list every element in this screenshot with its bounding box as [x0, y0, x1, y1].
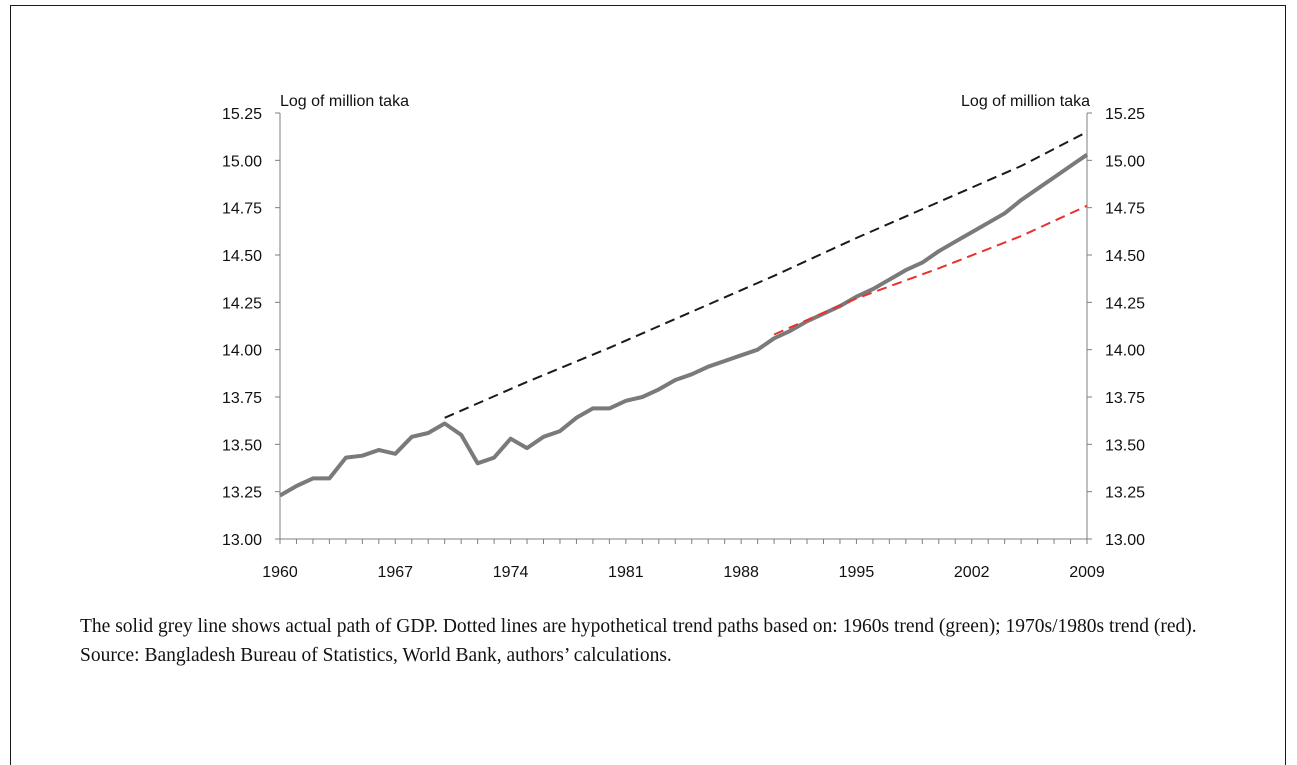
y-tick-label-left: 15.00 [222, 153, 262, 170]
y-tick-label-right: 13.25 [1105, 485, 1145, 502]
caption-text: The solid grey line shows actual path of… [80, 616, 1197, 637]
x-tick-label: 2009 [1069, 564, 1105, 581]
x-tick-label: 1981 [608, 564, 644, 581]
trend-1970s-1980s-dashed-line [773, 204, 1088, 336]
y-tick-label-right: 14.25 [1105, 295, 1145, 312]
y-tick-label-right: 15.25 [1105, 106, 1145, 123]
y-tick-label-left: 13.25 [222, 485, 262, 502]
y-tick-label-left: 14.25 [222, 295, 262, 312]
chart-series [279, 131, 1089, 498]
gdp-line-chart: 13.00 13.00 13.25 13.25 13.50 13.50 13.75 13.75… [222, 93, 1145, 581]
x-tick-label: 1967 [377, 564, 413, 581]
y-tick-label-right: 14.00 [1105, 343, 1145, 360]
x-tick-label: 1960 [262, 564, 298, 581]
y-tick-label-right: 13.50 [1105, 437, 1145, 454]
actual-gdp-line [279, 153, 1089, 498]
y-axis-unit-left: Log of million taka [280, 93, 409, 110]
y-tick-label-left: 13.00 [222, 532, 262, 549]
y-tick-label-left: 14.00 [222, 343, 262, 360]
y-axis-unit-right: Log of million taka [961, 93, 1090, 110]
x-tick-label: 1974 [493, 564, 529, 581]
x-tick-label: 1995 [839, 564, 875, 581]
trend-1960s-dashed-line [444, 131, 1088, 419]
y-tick-label-left: 13.50 [222, 437, 262, 454]
figure-frame [10, 5, 1286, 765]
x-tick-label: 2002 [954, 564, 990, 581]
y-tick-label-right: 13.00 [1105, 532, 1145, 549]
y-tick-label-left: 15.25 [222, 106, 262, 123]
y-tick-label-right: 14.75 [1105, 201, 1145, 218]
y-tick-label-right: 15.00 [1105, 153, 1145, 170]
x-tick-label: 1988 [723, 564, 759, 581]
y-tick-label-left: 14.75 [222, 201, 262, 218]
figure-caption: The solid grey line shows actual path of… [80, 612, 1260, 670]
chart-tick-labels: 13.00 13.00 13.25 13.25 13.50 13.50 13.75 13.75… [222, 106, 1145, 581]
y-tick-label-left: 13.75 [222, 390, 262, 407]
chart-axes [275, 112, 1092, 544]
y-tick-label-right: 14.50 [1105, 248, 1145, 265]
y-tick-label-right: 13.75 [1105, 390, 1145, 407]
caption-source: Source: Bangladesh Bureau of Statistics,… [80, 645, 672, 666]
y-tick-label-left: 14.50 [222, 248, 262, 265]
